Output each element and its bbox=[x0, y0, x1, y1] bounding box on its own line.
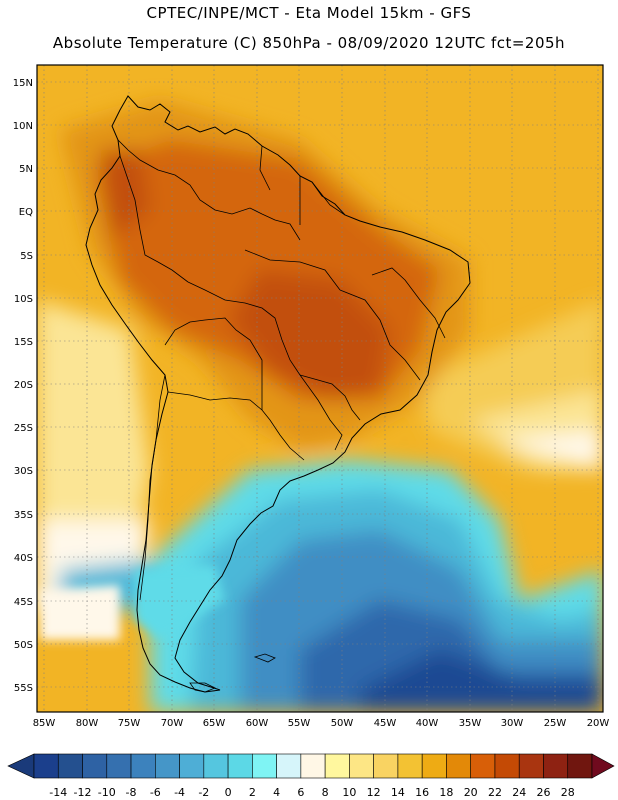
colorbar-swatch bbox=[179, 753, 205, 779]
colorbar-swatch bbox=[373, 753, 399, 779]
map-subtitle: Absolute Temperature (C) 850hPa - 08/09/… bbox=[52, 34, 566, 52]
colorbar-tick-label: 20 bbox=[464, 786, 478, 799]
colorbar-swatch bbox=[130, 753, 156, 779]
longitude-label: 25W bbox=[544, 718, 567, 729]
tierra-del-fuego-outline bbox=[189, 682, 216, 693]
colorbar-swatch bbox=[470, 753, 496, 779]
colorbar-swatch bbox=[57, 753, 83, 779]
colorbar-tick-label: -8 bbox=[126, 786, 137, 799]
longitude-labels: 85W 80W 75W 70W 65W 60W 55W 50W 45W 40W 35W 30W 25W 2… bbox=[33, 718, 610, 729]
colorbar-tick-label: 16 bbox=[415, 786, 429, 799]
colorbar-swatch bbox=[543, 753, 569, 779]
longitude-label: 50W bbox=[331, 718, 354, 729]
colorbar-tick-label: -2 bbox=[198, 786, 209, 799]
longitude-label: 20W bbox=[587, 718, 610, 729]
colorbar-tick-label: 14 bbox=[391, 786, 405, 799]
latitude-label: 5N bbox=[19, 164, 33, 175]
latitude-label: EQ bbox=[19, 207, 33, 218]
longitude-label: 60W bbox=[246, 718, 269, 729]
longitude-label: 65W bbox=[203, 718, 226, 729]
colorbar-swatch bbox=[300, 753, 326, 779]
colorbar-swatch bbox=[397, 753, 423, 779]
longitude-label: 70W bbox=[161, 718, 184, 729]
latitude-label: 40S bbox=[14, 553, 33, 564]
colorbar-under-arrow bbox=[7, 753, 35, 779]
colorbar-tick-label: -10 bbox=[98, 786, 116, 799]
colorbar-swatch bbox=[567, 753, 593, 779]
latitude-label: 15N bbox=[13, 78, 33, 89]
colorbar-tick-label: 22 bbox=[488, 786, 502, 799]
latitude-label: 55S bbox=[14, 683, 33, 694]
colorbar-tick-label: 8 bbox=[322, 786, 329, 799]
falklands-outline bbox=[253, 653, 276, 663]
latitude-labels: 15N 10N 5N EQ 5S 10S 15S 20S 25S 30S 35S 40S 45S 50S 5… bbox=[13, 78, 33, 694]
colorbar-swatch bbox=[155, 753, 180, 779]
longitude-label: 75W bbox=[118, 718, 141, 729]
latitude-label: 10S bbox=[14, 294, 33, 305]
colorbar-swatch bbox=[446, 753, 471, 779]
colorbar-swatch bbox=[421, 753, 447, 779]
colorbar-tick-label: -4 bbox=[174, 786, 185, 799]
map-title: CPTEC/INPE/MCT - Eta Model 15km - GFS bbox=[146, 4, 472, 22]
colorbar bbox=[7, 753, 615, 779]
colorbar-tick-label: 6 bbox=[297, 786, 304, 799]
colorbar-tick-label: 24 bbox=[512, 786, 526, 799]
longitude-label: 55W bbox=[288, 718, 311, 729]
latitude-label: 45S bbox=[14, 597, 33, 608]
colorbar-swatch bbox=[106, 753, 132, 779]
colorbar-tick-label: -6 bbox=[150, 786, 161, 799]
latitude-label: 15S bbox=[14, 337, 33, 348]
colorbar-tick-label: 10 bbox=[342, 786, 356, 799]
longitude-label: 30W bbox=[501, 718, 524, 729]
longitude-label: 40W bbox=[416, 718, 439, 729]
latitude-label: 35S bbox=[14, 510, 33, 521]
colorbar-swatch bbox=[33, 753, 59, 779]
latitude-label: 20S bbox=[14, 380, 33, 391]
latitude-label: 10N bbox=[13, 121, 33, 132]
coastline bbox=[85, 95, 471, 693]
longitude-label: 80W bbox=[76, 718, 99, 729]
colorbar-swatch bbox=[518, 753, 544, 779]
colorbar-tick-label: 28 bbox=[561, 786, 575, 799]
colorbar-swatch bbox=[324, 753, 350, 779]
plot-frame bbox=[36, 64, 604, 713]
colorbar-tick-label: -14 bbox=[49, 786, 67, 799]
colorbar-tick-label: 0 bbox=[225, 786, 232, 799]
colorbar-swatch bbox=[227, 753, 253, 779]
colorbar-tick-label: 26 bbox=[536, 786, 550, 799]
colorbar-swatch bbox=[349, 753, 374, 779]
colorbar-tick-label: 12 bbox=[367, 786, 381, 799]
longitude-label: 85W bbox=[33, 718, 56, 729]
colorbar-over-arrow bbox=[591, 753, 615, 779]
longitude-label: 45W bbox=[374, 718, 397, 729]
latitude-label: 5S bbox=[20, 251, 33, 262]
colorbar-swatch bbox=[82, 753, 108, 779]
latitude-label: 30S bbox=[14, 466, 33, 477]
country-borders bbox=[117, 139, 446, 601]
longitude-label: 35W bbox=[459, 718, 482, 729]
colorbar-tick-label: 2 bbox=[249, 786, 256, 799]
colorbar-tick-label: -12 bbox=[74, 786, 92, 799]
latitude-label: 50S bbox=[14, 640, 33, 651]
colorbar-tick-labels: -14 -12 -10 -8 -6 -4 -2 0 2 4 6 8 10 12 14 16 18 20 22 24 26… bbox=[49, 786, 574, 799]
colorbar-tick-label: 4 bbox=[273, 786, 280, 799]
colorbar-swatch bbox=[494, 753, 520, 779]
colorbar-tick-label: 18 bbox=[439, 786, 453, 799]
temperature-field bbox=[37, 65, 603, 712]
colorbar-swatch bbox=[276, 753, 302, 779]
latitude-label: 25S bbox=[14, 423, 33, 434]
colorbar-swatch bbox=[252, 753, 277, 779]
colorbar-swatch bbox=[203, 753, 229, 779]
